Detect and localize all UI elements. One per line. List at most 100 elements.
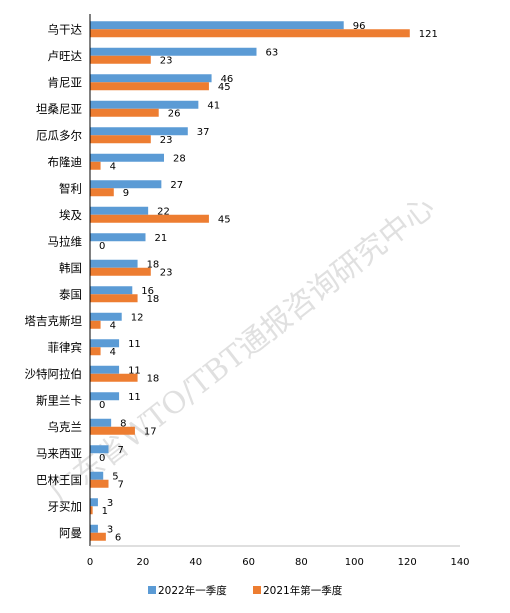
- data-label: 28: [173, 153, 186, 164]
- bar-series-1: [90, 286, 133, 295]
- bar-series-1: [90, 392, 120, 401]
- data-label: 23: [160, 267, 173, 278]
- bar-series-2: [90, 135, 151, 144]
- data-label: 4: [110, 320, 116, 331]
- category-label: 韩国: [59, 261, 82, 275]
- legend-label-1: 2022年一季度: [158, 584, 227, 597]
- data-label: 4: [110, 161, 116, 172]
- bar-series-1: [90, 259, 138, 268]
- category-label: 马拉维: [48, 234, 83, 248]
- category-label: 肯尼亚: [48, 75, 83, 89]
- category-label: 埃及: [59, 208, 82, 222]
- data-label: 4: [110, 347, 116, 358]
- category-label: 斯里兰卡: [36, 393, 82, 407]
- bar-series-2: [90, 373, 138, 382]
- data-label: 23: [160, 135, 173, 146]
- bar-series-2: [90, 347, 101, 356]
- category-label: 马来西亚: [36, 446, 82, 460]
- bar-series-1: [90, 233, 146, 242]
- bar-series-2: [90, 267, 151, 276]
- bar-series-1: [90, 153, 164, 162]
- data-label: 11: [128, 339, 141, 350]
- bar-series-1: [90, 180, 162, 189]
- bar-series-2: [90, 320, 101, 329]
- category-label: 菲律宾: [48, 340, 83, 354]
- bar-series-2: [90, 426, 135, 435]
- data-label: 0: [99, 241, 105, 252]
- data-label: 41: [207, 100, 220, 111]
- bar-series-2: [90, 188, 114, 197]
- bar-series-1: [90, 524, 98, 533]
- data-label: 7: [118, 479, 124, 490]
- category-label: 乌克兰: [48, 420, 83, 434]
- bar-series-2: [90, 532, 106, 541]
- bar-series-2: [90, 506, 93, 515]
- bar-series-2: [90, 29, 410, 38]
- bar-series-2: [90, 55, 151, 64]
- data-label: 17: [144, 426, 157, 437]
- category-label: 坦桑尼亚: [36, 102, 82, 116]
- category-label: 乌干达: [48, 22, 83, 36]
- data-label: 8: [120, 418, 126, 429]
- x-tick-label: 140: [450, 557, 469, 568]
- data-label: 3: [107, 498, 113, 509]
- bar-series-1: [90, 100, 199, 109]
- data-label: 37: [197, 127, 210, 138]
- data-label: 9: [123, 188, 129, 199]
- data-label: 11: [128, 392, 141, 403]
- legend-swatch-2: [253, 586, 261, 594]
- data-label: 21: [155, 233, 168, 244]
- x-tick-label: 40: [189, 557, 202, 568]
- bar-series-1: [90, 74, 212, 83]
- category-label: 阿曼: [59, 526, 82, 540]
- data-label: 27: [170, 180, 183, 191]
- data-label: 22: [157, 206, 170, 217]
- data-label: 96: [353, 21, 366, 32]
- bar-series-2: [90, 161, 101, 170]
- legend-label-2: 2021年第一季度: [263, 584, 343, 597]
- bar-series-2: [90, 479, 109, 488]
- category-label: 布隆迪: [48, 155, 83, 169]
- bar-series-2: [90, 108, 159, 117]
- x-tick-label: 20: [136, 557, 149, 568]
- data-label: 121: [419, 29, 438, 40]
- data-label: 7: [118, 445, 124, 456]
- data-label: 45: [218, 214, 231, 225]
- data-label: 45: [218, 82, 231, 93]
- data-label: 3: [107, 524, 113, 535]
- bar-series-2: [90, 294, 138, 303]
- bar-series-1: [90, 498, 98, 507]
- category-label: 泰国: [59, 287, 82, 301]
- bar-series-1: [90, 418, 112, 427]
- data-label: 5: [112, 471, 118, 482]
- x-tick-label: 100: [345, 557, 364, 568]
- data-label: 0: [99, 400, 105, 411]
- category-label: 牙买加: [48, 499, 83, 513]
- data-label: 18: [147, 259, 160, 270]
- data-label: 26: [168, 108, 181, 119]
- bar-series-1: [90, 365, 120, 374]
- category-label: 智利: [59, 181, 82, 195]
- data-label: 12: [131, 312, 144, 323]
- bar-series-1: [90, 47, 257, 56]
- category-label: 巴林王国: [36, 473, 82, 487]
- bar-series-1: [90, 471, 104, 480]
- bar-series-2: [90, 214, 209, 223]
- data-label: 18: [147, 373, 160, 384]
- data-label: 23: [160, 55, 173, 66]
- x-tick-label: 60: [242, 557, 255, 568]
- data-label: 11: [128, 365, 141, 376]
- data-label: 6: [115, 532, 121, 543]
- data-label: 46: [221, 74, 234, 85]
- data-label: 63: [266, 47, 279, 58]
- data-label: 0: [99, 453, 105, 464]
- bar-series-1: [90, 312, 122, 321]
- category-label: 塔吉克斯坦: [25, 314, 83, 328]
- category-label: 卢旺达: [48, 49, 83, 63]
- bar-series-1: [90, 206, 149, 215]
- bar-series-1: [90, 445, 109, 454]
- bar-series-1: [90, 21, 344, 30]
- data-label: 18: [147, 294, 160, 305]
- data-label: 16: [141, 286, 154, 297]
